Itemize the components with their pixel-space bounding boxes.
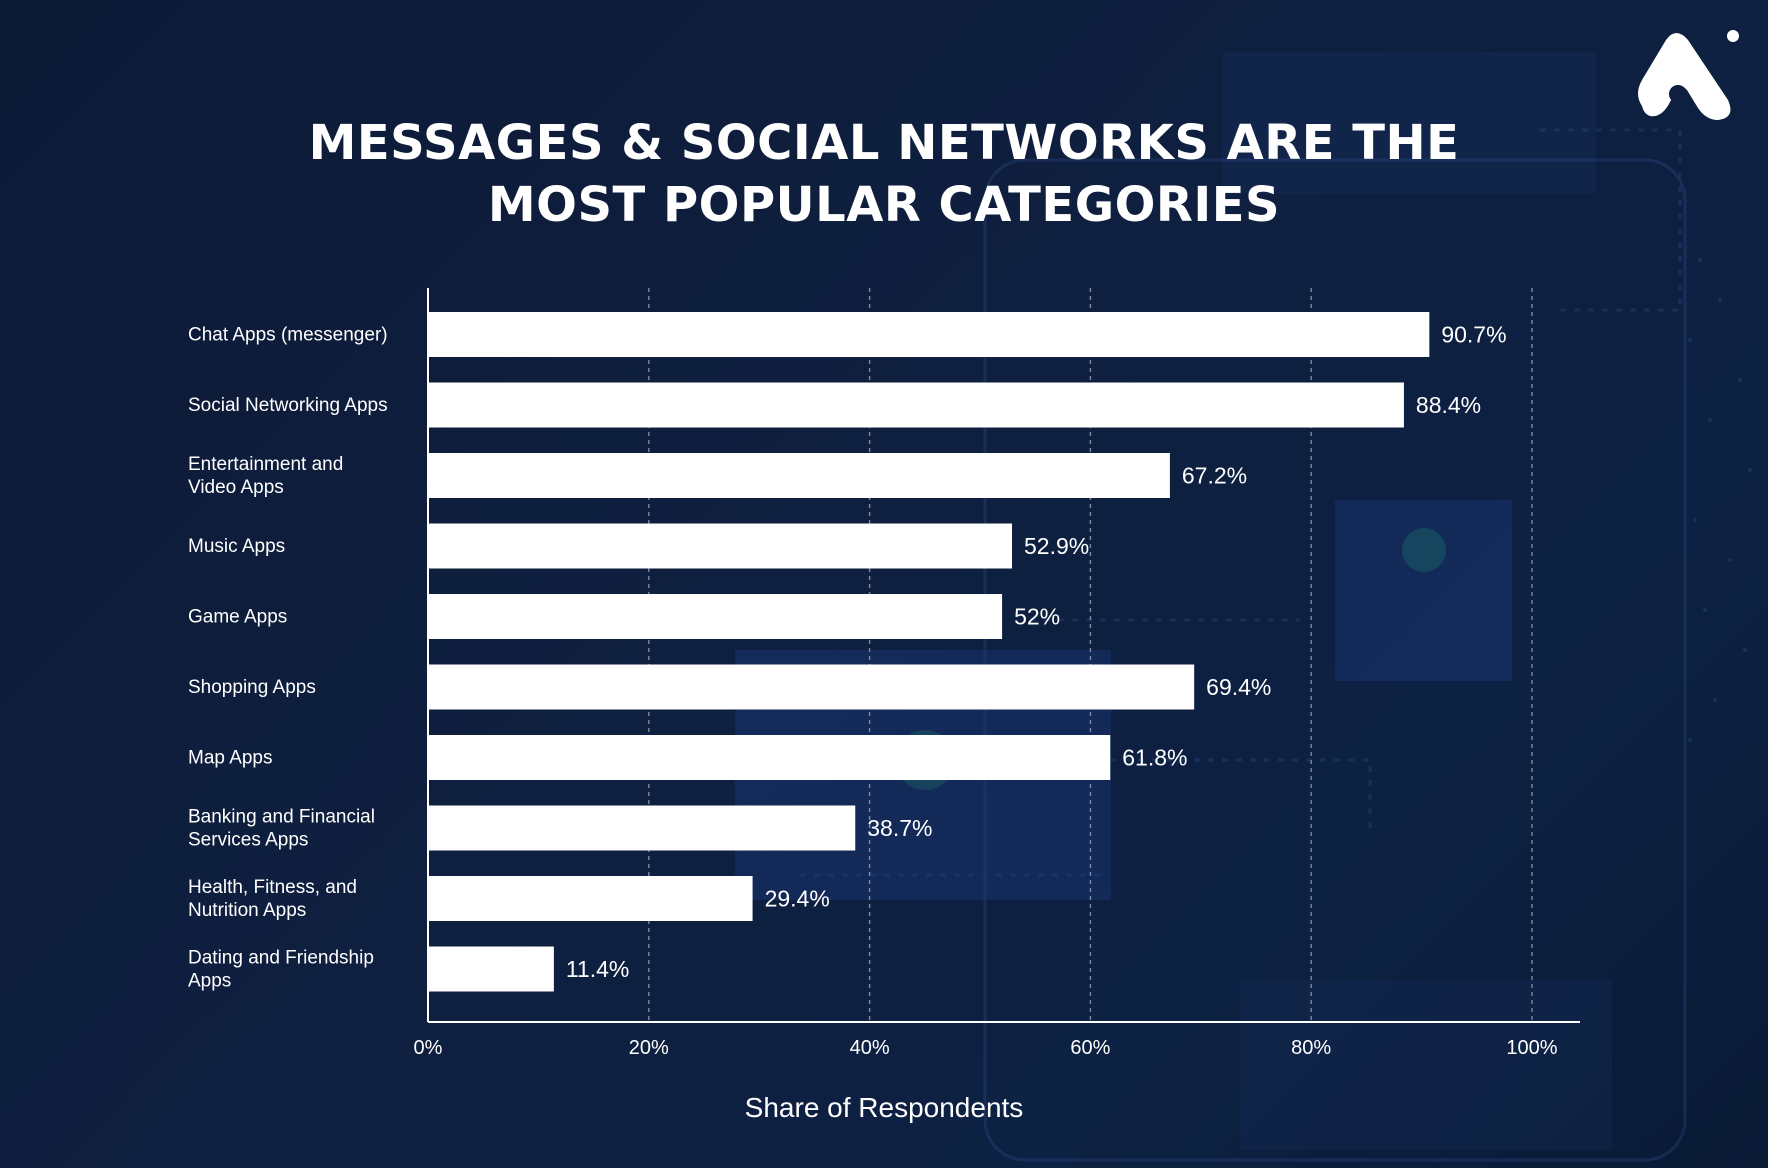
- value-label: 67.2%: [1182, 463, 1247, 489]
- x-tick-label: 0%: [414, 1037, 443, 1059]
- value-label: 88.4%: [1416, 392, 1481, 418]
- value-label: 38.7%: [867, 815, 932, 841]
- category-label: Chat Apps (messenger): [188, 325, 388, 346]
- bar: [428, 523, 1013, 569]
- category-label-line: Banking and Financial: [188, 807, 375, 828]
- category-label-line: Music Apps: [188, 536, 285, 557]
- category-label-line: Apps: [188, 971, 231, 992]
- x-tick-label: 80%: [1291, 1037, 1331, 1059]
- x-tick-label: 100%: [1506, 1037, 1557, 1059]
- category-label: Dating and Friendship Apps: [188, 948, 374, 992]
- brand-logo-icon: [1638, 30, 1739, 120]
- category-label: Map Apps: [188, 748, 273, 769]
- x-tick-labels: 0% 20% 40% 60% 80% 100%: [414, 1037, 1558, 1059]
- category-label-line: Services Apps: [188, 830, 308, 851]
- bar: [428, 312, 1430, 357]
- x-tick-label: 60%: [1070, 1037, 1110, 1059]
- category-labels: Chat Apps (messenger) Social Networking A…: [188, 325, 388, 992]
- bar: [428, 664, 1195, 710]
- category-label: Music Apps: [188, 536, 285, 557]
- category-label: Banking and Financial Services Apps: [188, 807, 375, 851]
- value-labels: 90.7% 88.4% 67.2% 52.9% 52% 69.4% 61.8% 38.7% 29…: [566, 322, 1507, 983]
- category-label: Social Networking Apps: [188, 395, 388, 416]
- bar: [428, 594, 1003, 639]
- value-label: 52%: [1014, 604, 1060, 630]
- category-label-line: Health, Fitness, and: [188, 877, 357, 898]
- bar: [428, 453, 1170, 498]
- chart-title-line-1: MESSAGES & SOCIAL NETWORKS ARE THE: [308, 115, 1460, 171]
- bar: [428, 382, 1404, 428]
- value-label: 69.4%: [1206, 674, 1271, 700]
- category-label: Shopping Apps: [188, 677, 316, 698]
- category-label-line: Dating and Friendship: [188, 948, 374, 969]
- chart-title-line-2: MOST POPULAR CATEGORIES: [487, 177, 1281, 233]
- bars: [428, 312, 1430, 992]
- value-label: 11.4%: [566, 956, 630, 982]
- category-label-line: Social Networking Apps: [188, 395, 388, 416]
- axes: [427, 288, 1580, 1023]
- category-label-line: Shopping Apps: [188, 677, 316, 698]
- category-label-line: Chat Apps (messenger): [188, 325, 388, 346]
- category-label: Health, Fitness, and Nutrition Apps: [188, 877, 357, 921]
- bar: [428, 876, 753, 921]
- chart-title: MESSAGES & SOCIAL NETWORKS ARE THE MOST …: [0, 112, 1768, 236]
- value-label: 90.7%: [1441, 322, 1506, 348]
- bar: [428, 735, 1111, 780]
- category-label-line: Nutrition Apps: [188, 900, 306, 921]
- bar: [428, 946, 554, 992]
- value-label: 52.9%: [1024, 533, 1089, 559]
- category-label: Entertainment and Video Apps: [188, 454, 343, 498]
- category-label: Game Apps: [188, 607, 287, 628]
- value-label: 29.4%: [765, 886, 830, 912]
- category-label-line: Video Apps: [188, 477, 284, 498]
- x-axis-title: Share of Respondents: [745, 1092, 1024, 1123]
- category-label-line: Game Apps: [188, 607, 287, 628]
- category-label-line: Entertainment and: [188, 454, 343, 475]
- bar: [428, 805, 856, 851]
- x-tick-label: 20%: [629, 1037, 669, 1059]
- value-label: 61.8%: [1122, 745, 1187, 771]
- category-label-line: Map Apps: [188, 748, 273, 769]
- x-tick-label: 40%: [850, 1037, 890, 1059]
